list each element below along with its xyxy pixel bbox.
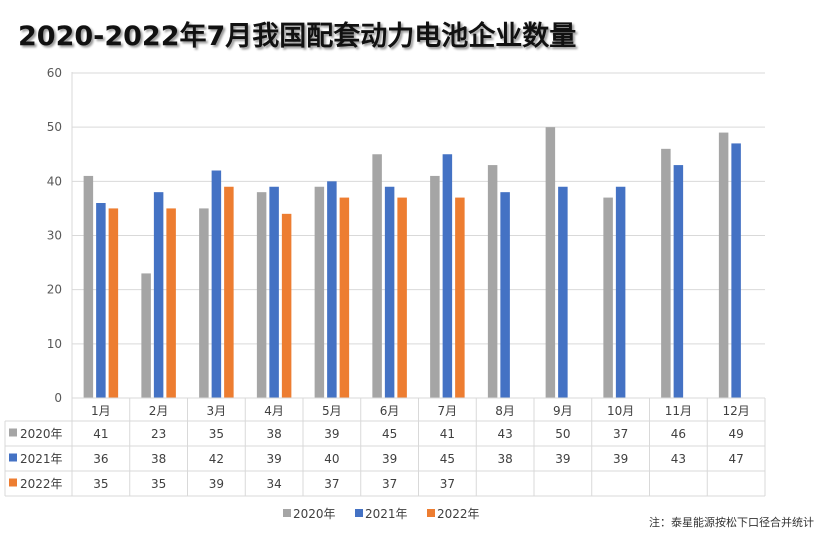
data-label: 47 xyxy=(728,452,743,466)
bar-2021年 xyxy=(269,186,279,398)
legend-label: 2022年 xyxy=(437,507,480,521)
bar-2022年 xyxy=(397,197,407,398)
data-label: 43 xyxy=(671,452,686,466)
data-label: 36 xyxy=(93,452,108,466)
table-series-label: 2020年 xyxy=(20,427,63,441)
bar-2020年 xyxy=(314,186,325,398)
bar-2020年 xyxy=(603,197,613,398)
bar-2021年 xyxy=(731,143,741,398)
legend-marker xyxy=(283,509,291,517)
table-series-label: 2021年 xyxy=(20,452,63,466)
bar-2021年 xyxy=(500,192,510,398)
bar-2021年 xyxy=(96,203,106,398)
y-tick-label: 0 xyxy=(54,391,62,405)
y-tick-label: 30 xyxy=(47,229,62,243)
legend-key-2020年 xyxy=(9,428,17,437)
x-tick-label: 7月 xyxy=(438,404,458,418)
bar-2020年 xyxy=(487,165,498,398)
data-label: 37 xyxy=(613,427,628,441)
data-label: 23 xyxy=(151,427,166,441)
bar-2020年 xyxy=(199,208,209,398)
x-tick-label: 2月 xyxy=(149,404,169,418)
data-label: 39 xyxy=(555,452,570,466)
data-label: 49 xyxy=(728,427,743,441)
bar-2020年 xyxy=(718,132,729,399)
y-tick-label: 10 xyxy=(47,337,62,351)
data-label: 41 xyxy=(93,427,108,441)
data-label: 41 xyxy=(440,427,455,441)
data-label: 38 xyxy=(151,452,166,466)
data-label: 35 xyxy=(93,477,108,491)
x-tick-label: 12月 xyxy=(722,404,749,418)
data-label: 39 xyxy=(209,477,224,491)
bar-2021年 xyxy=(327,181,337,398)
data-label: 45 xyxy=(382,427,397,441)
bar-2021年 xyxy=(211,170,222,398)
data-label: 45 xyxy=(440,452,455,466)
x-tick-label: 10月 xyxy=(607,404,634,418)
legend-key-2022年 xyxy=(9,478,17,487)
bar-2021年 xyxy=(153,192,164,398)
legend-key-2021年 xyxy=(9,453,17,462)
data-label: 34 xyxy=(266,477,281,491)
data-label: 38 xyxy=(266,427,281,441)
x-tick-label: 8月 xyxy=(495,404,515,418)
bar-2021年 xyxy=(558,186,568,398)
data-label: 37 xyxy=(382,477,397,491)
legend-label: 2021年 xyxy=(365,507,408,521)
data-label: 43 xyxy=(497,427,512,441)
bar-2021年 xyxy=(384,186,395,398)
table-series-label: 2022年 xyxy=(20,477,63,491)
bar-2021年 xyxy=(615,186,626,398)
bar-2022年 xyxy=(166,208,176,398)
data-label: 50 xyxy=(555,427,570,441)
bar-2020年 xyxy=(256,192,267,398)
data-label: 37 xyxy=(324,477,339,491)
data-label: 42 xyxy=(209,452,224,466)
y-tick-label: 20 xyxy=(47,283,62,297)
bar-2020年 xyxy=(430,175,440,398)
chart-title: 2020-2022年7月我国配套动力电池企业数量 xyxy=(18,21,577,52)
bar-2022年 xyxy=(339,197,350,398)
bar-2020年 xyxy=(545,127,556,399)
data-label: 40 xyxy=(324,452,339,466)
bar-2022年 xyxy=(224,186,234,398)
x-tick-label: 9月 xyxy=(553,404,573,418)
data-label: 39 xyxy=(382,452,397,466)
bar-2022年 xyxy=(108,208,119,398)
x-tick-label: 1月 xyxy=(91,404,111,418)
bar-2020年 xyxy=(83,175,94,398)
legend-marker xyxy=(355,509,363,517)
data-label: 37 xyxy=(440,477,455,491)
data-label: 35 xyxy=(151,477,166,491)
bar-2021年 xyxy=(673,165,684,398)
x-tick-label: 3月 xyxy=(207,404,227,418)
x-tick-label: 5月 xyxy=(322,404,342,418)
data-label: 39 xyxy=(324,427,339,441)
data-label: 46 xyxy=(671,427,686,441)
bar-2020年 xyxy=(661,148,671,398)
legend-label: 2020年 xyxy=(293,507,336,521)
data-label: 39 xyxy=(266,452,281,466)
x-tick-label: 6月 xyxy=(380,404,400,418)
bar-2022年 xyxy=(281,213,292,398)
data-label: 39 xyxy=(613,452,628,466)
source-note: 注：泰星能源按松下口径合并统计 xyxy=(649,516,814,529)
bar-2020年 xyxy=(372,154,382,398)
data-label: 35 xyxy=(209,427,224,441)
data-label: 38 xyxy=(497,452,512,466)
bar-2020年 xyxy=(141,273,151,398)
bar-2022年 xyxy=(455,197,465,398)
y-tick-label: 50 xyxy=(47,120,62,134)
y-tick-label: 40 xyxy=(47,174,62,188)
y-tick-label: 60 xyxy=(47,66,62,80)
bar-2021年 xyxy=(442,154,453,398)
legend-marker xyxy=(427,509,435,517)
x-tick-label: 11月 xyxy=(665,404,692,418)
x-tick-label: 4月 xyxy=(264,404,284,418)
